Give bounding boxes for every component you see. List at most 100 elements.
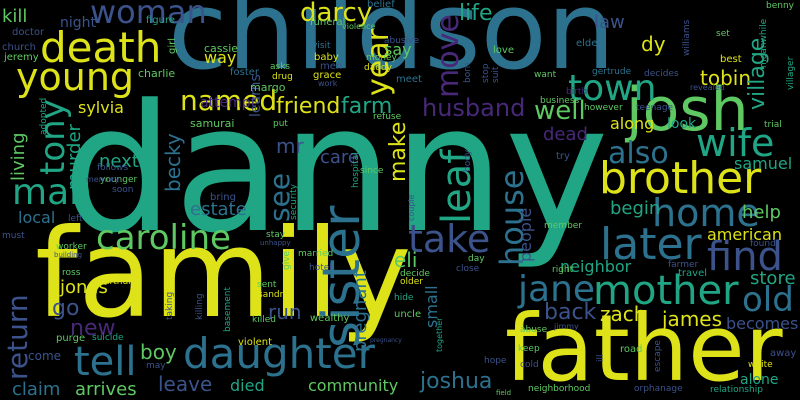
word-back: back [544,300,597,325]
word-daddy: daddy [364,63,392,73]
word-funeral: funeral [310,17,346,28]
word-danny: danny [62,67,609,272]
word-sandra: sandra [258,290,289,300]
word-want: want [534,70,557,80]
word-care: care [320,147,360,168]
word-together: together [435,317,444,352]
word-building: building [54,251,83,259]
word-go: go [52,296,80,321]
word-younger: younger [100,175,138,185]
word-neighborhood: neighborhood [528,384,591,394]
word-family: family [35,203,412,345]
word-return: return [1,294,34,380]
word-come: come [28,349,62,363]
word-suicide: suicide [92,333,124,343]
word-community: community [308,376,399,395]
word-tell: tell [74,339,137,385]
word-american: american [707,225,782,244]
word-married: married [298,249,334,259]
word-living: living [8,132,29,182]
word-security: security [289,184,299,220]
word-abusive: abusive [384,36,419,46]
word-trial: trial [764,120,782,130]
word-move: move [431,14,466,98]
word-field: field [496,389,512,397]
word-killing: killing [195,293,205,320]
word-villager: villager [786,56,796,90]
word-hope: hope [484,356,507,366]
word-bring: bring [210,192,236,203]
word-love: love [493,45,514,56]
word-away: away [770,348,797,359]
word-elder: elder [576,38,602,49]
word-samurai: samurai [190,117,235,130]
word-close: close [456,264,480,274]
word-husband: husband [422,94,526,122]
word-asks: asks [270,62,291,72]
word-wife: wife [696,121,775,165]
word-day: day [468,254,485,264]
word-foster: foster [230,67,260,78]
word-charlie: charlie [138,67,176,80]
word-new: new [70,316,116,341]
word-decides: decides [644,69,679,79]
word-purge: purge [56,333,86,344]
word-say: say [384,40,412,59]
word-death: death [40,23,162,72]
word-jane: jane [518,269,596,310]
word-stop: stop [481,63,491,83]
word-ross: ross [62,268,81,278]
word-best: best [720,54,742,65]
word-body: body [463,149,473,172]
word-darcy: darcy [300,0,373,28]
word-figure: figure [146,15,176,26]
word-white: white [748,360,773,370]
word-right: right [552,265,574,275]
word-james: james [662,307,723,331]
word-stay: stay [266,230,286,240]
word-named: named [180,84,278,117]
word-since: since [360,166,384,176]
word-jonas: jonas [60,277,108,298]
word-later: later [600,219,702,270]
word-hospital: hospital [351,152,361,188]
word-drug: drug [272,72,293,82]
word-boy: boy [140,340,177,364]
word-gertrude: gertrude [592,67,632,77]
word-killed: killed [252,315,276,325]
word-arrives: arrives [75,379,137,400]
word-well: well [534,96,586,126]
word-belief: belief [367,0,395,10]
word-town: town [568,68,657,109]
word-must: must [2,231,25,241]
word-worker: worker [56,242,87,252]
word-old: old [742,280,794,320]
word-also: also [608,136,669,171]
word-law: law [594,12,625,33]
word-put: put [273,119,288,129]
word-unhappy: unhappy [260,239,291,247]
word-dy: dy [641,32,666,56]
word-however: however [584,103,623,113]
word-uncle: uncle [394,309,422,320]
word-follows: follows [97,163,129,173]
word-look: look [667,116,697,132]
word-leave: leave [158,372,213,396]
word-make: make [386,121,411,182]
word-people: people [516,207,535,262]
word-estate: estate [190,199,247,220]
word-josh: josh [626,75,749,145]
word-memory: memory [86,175,120,184]
word-alone: alone [740,372,779,388]
word-set: set [716,29,730,39]
word-daughter: daughter [183,329,375,378]
word-mother: mother [593,268,739,314]
word-tobin: tobin [700,66,752,90]
word-brother: brother [599,153,762,204]
word-find: find [707,234,783,280]
word-childson: childson [168,0,616,94]
word-basement: basement [223,287,233,332]
word-try: try [556,151,570,162]
word-help: help [742,202,781,223]
